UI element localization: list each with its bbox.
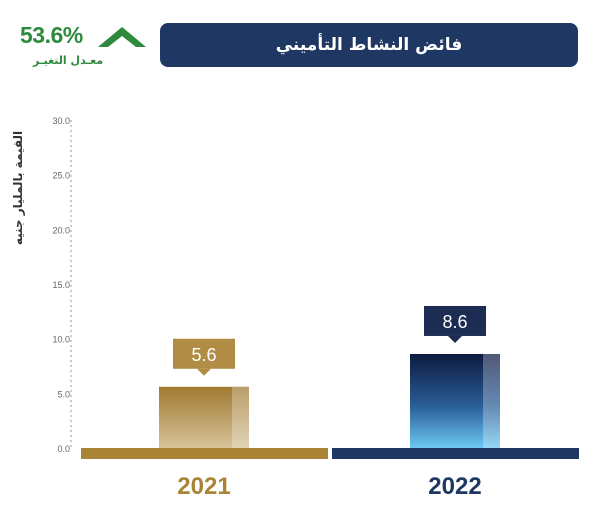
category-base-strip bbox=[332, 448, 579, 459]
y-tick-label: 25.0 bbox=[52, 171, 70, 181]
category-base-strip bbox=[81, 448, 328, 459]
y-tick-label: 5.0 bbox=[57, 389, 70, 399]
bar bbox=[410, 353, 500, 448]
bar-side-face bbox=[483, 353, 500, 448]
value-label-pointer bbox=[197, 368, 211, 376]
bar bbox=[159, 386, 249, 448]
value-label-box bbox=[424, 305, 486, 336]
category-label: 2022 bbox=[428, 473, 481, 500]
up-arrow-icon bbox=[98, 27, 146, 47]
y-tick-label: 10.0 bbox=[52, 335, 70, 345]
category-label: 2021 bbox=[177, 473, 230, 500]
change-label: معـدل التغيـر bbox=[33, 54, 104, 67]
value-label: 5.6 bbox=[191, 345, 216, 365]
y-tick-label: 30.0 bbox=[52, 116, 70, 126]
y-tick-label: 20.0 bbox=[52, 225, 70, 235]
value-label-box bbox=[173, 338, 235, 369]
bar-side-face bbox=[232, 386, 249, 448]
value-label-pointer bbox=[448, 335, 462, 343]
chart-title-text: فائض النشاط التأميني bbox=[275, 35, 463, 55]
y-tick-label: 15.0 bbox=[52, 280, 70, 290]
y-tick-label: 0.0 bbox=[57, 444, 70, 454]
change-percentage: 53.6% bbox=[20, 22, 83, 48]
chart-title: فائض النشاط التأميني bbox=[160, 23, 578, 67]
value-label: 8.6 bbox=[442, 312, 467, 332]
